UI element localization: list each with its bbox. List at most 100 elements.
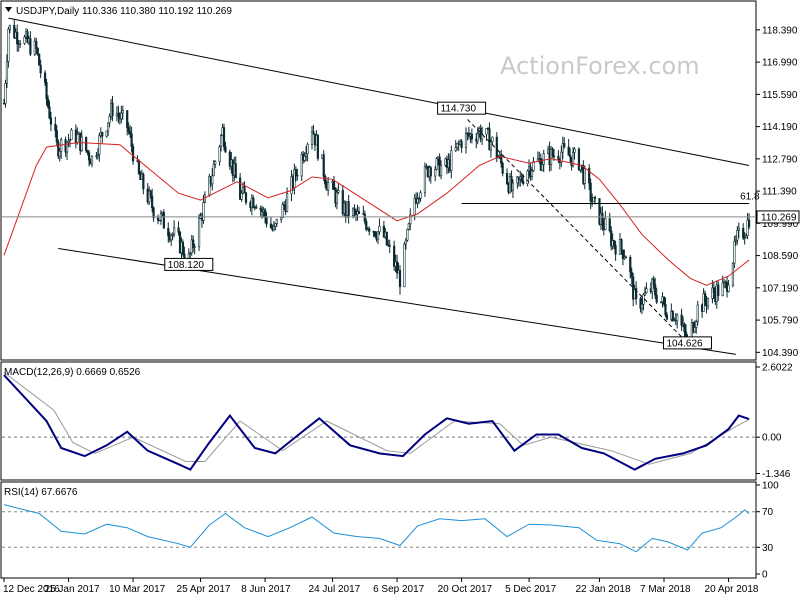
candle-body	[745, 235, 748, 239]
candle-body	[16, 31, 19, 45]
candle-body	[167, 228, 170, 237]
candle-body	[149, 190, 152, 197]
candle-body	[683, 323, 686, 333]
candle-body	[202, 202, 205, 221]
candle-body	[252, 197, 255, 209]
candle-body	[67, 140, 70, 143]
candle-body	[456, 142, 459, 148]
candle-body	[651, 278, 654, 292]
price-y-tick-label: 112.790	[762, 154, 798, 165]
candle-body	[19, 43, 22, 45]
candle-body	[85, 136, 88, 151]
candle-body	[630, 271, 633, 278]
candle-body	[588, 168, 591, 184]
candle-body	[211, 175, 214, 185]
candle-body	[608, 218, 611, 232]
candle-body	[721, 282, 724, 297]
candle-body	[48, 106, 51, 119]
candle-body	[36, 47, 39, 55]
price-y-tick-label: 107.190	[762, 283, 799, 294]
candle-body	[55, 130, 58, 143]
rsi-panel-frame	[0, 481, 757, 579]
candle-body	[530, 170, 534, 177]
candle-body	[316, 135, 319, 159]
candle-body	[285, 193, 289, 212]
candle-body	[117, 113, 120, 117]
price-y-tick-label: 116.990	[762, 58, 798, 69]
candle-body	[96, 154, 99, 157]
price-layer: 118.390 116.990 115.590 114.190 112.790 111.3…	[2, 17, 800, 359]
candle-body	[219, 135, 223, 148]
candles	[2, 19, 751, 346]
candle-body	[439, 165, 443, 177]
price-y-tick-label: 105.790	[762, 316, 799, 327]
candle-body	[398, 270, 402, 288]
candle-body	[385, 231, 388, 246]
candle-body	[406, 229, 409, 241]
candle-body	[368, 228, 371, 232]
candle-body	[419, 192, 422, 199]
candle-body	[130, 133, 133, 147]
price-annotation-label: 114.730	[441, 104, 477, 115]
candle-body	[488, 128, 491, 151]
macd-y-tick-label: 0.00	[762, 433, 782, 444]
candle-body	[353, 208, 356, 212]
candle-body	[454, 147, 457, 151]
candle-body	[171, 233, 174, 236]
candle-body	[549, 148, 553, 165]
candle-body	[736, 230, 739, 241]
rsi-layer: 100 70 30 0	[2, 481, 779, 581]
candle-body	[717, 284, 720, 297]
retracement-dashed-line	[467, 119, 688, 344]
candle-body	[604, 218, 607, 230]
candle-body	[7, 28, 10, 62]
candle-body	[382, 225, 385, 238]
candle-body	[712, 287, 715, 293]
x-tick-label: 10 Mar 2017	[109, 584, 166, 595]
candle-body	[68, 139, 72, 142]
macd-signal-line	[3, 372, 750, 465]
candle-body	[129, 131, 132, 135]
candle-body	[38, 53, 41, 66]
candle-body	[341, 190, 344, 215]
candle-body	[746, 219, 749, 237]
dropdown-triangle-icon[interactable]	[5, 7, 12, 12]
candle-body	[643, 292, 647, 296]
candle-body	[706, 298, 710, 307]
candle-body	[613, 240, 616, 246]
candle-body	[269, 223, 273, 229]
candle-body	[162, 212, 165, 229]
candle-body	[243, 186, 246, 194]
candle-body	[393, 245, 396, 267]
candle-body	[571, 151, 575, 167]
candle-body	[526, 170, 529, 184]
candle-body	[470, 133, 473, 140]
price-panel-frame	[0, 0, 757, 361]
candle-body	[255, 206, 258, 209]
candle-body	[702, 293, 705, 312]
candle-body	[80, 136, 83, 151]
candle-body	[181, 241, 185, 255]
candle-body	[561, 143, 564, 153]
candle-body	[337, 190, 340, 193]
moving-average-line	[3, 141, 750, 286]
x-tick-label: 24 Jul 2017	[309, 584, 361, 595]
candle-body	[283, 204, 286, 206]
candle-body	[214, 161, 217, 165]
candle-body	[703, 293, 707, 302]
candle-body	[429, 167, 432, 177]
candle-body	[193, 246, 196, 248]
x-tick-label: 5 Dec 2017	[505, 584, 557, 595]
candle-body	[98, 135, 101, 155]
candle-body	[137, 160, 141, 174]
candle-body	[541, 164, 544, 171]
candle-body	[659, 301, 663, 303]
candle-body	[76, 134, 79, 144]
candle-body	[303, 155, 306, 161]
candle-body	[105, 130, 108, 137]
candle-body	[520, 176, 523, 182]
candle-body	[363, 213, 366, 222]
candle-body	[489, 141, 493, 151]
candle-body	[45, 82, 48, 100]
